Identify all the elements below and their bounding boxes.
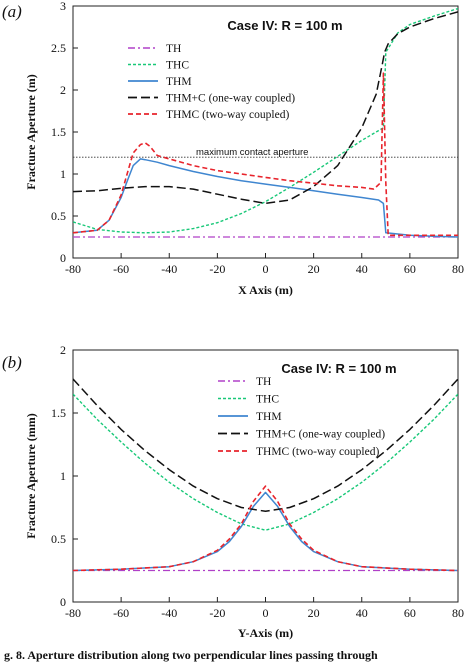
series-line-thmc [73,72,458,237]
legend-entry: THM+C (one-way coupled) [256,429,385,441]
x-tick-label: -20 [209,606,225,620]
x-axis-label: Y-Axis (m) [238,626,293,640]
figure-caption: g. 8. Aperture distribution along two pe… [4,648,378,662]
series-line-thmc [73,485,458,572]
x-tick-label: 20 [308,262,320,276]
x-tick-label: 80 [452,262,464,276]
panel-b: 0 0.5 1 1.5 2 -80 -60 -40 -20 0 20 40 60 80 Y-Axis (m)… [2,343,464,640]
legend-entry: THM [166,76,192,88]
legend-entry: THMC (two-way coupled) [256,446,379,458]
x-tick-label: -20 [209,262,225,276]
x-tick-label: -40 [161,606,177,620]
y-tick-label: 1 [60,167,66,181]
x-tick-label: 40 [356,606,368,620]
y-tick-label: 0 [60,251,66,265]
series-group [73,7,458,238]
y-tick-label: 1 [60,469,66,483]
y-tick-label: 1.5 [51,125,66,139]
x-axis-label: X Axis (m) [238,283,293,297]
y-tick-label: 2.5 [51,41,66,55]
y-axis-label: Fracture Aperture (mm) [24,413,38,539]
y-tick-label: 3 [60,0,66,13]
x-tick-label: 60 [404,262,416,276]
y-axis-label: Fracture Aperture (m) [24,74,38,190]
series-line-thm [73,158,458,238]
legend-entry: THM [256,411,282,423]
legend-entry: TH [166,43,181,55]
series-group [73,378,458,572]
legend-entry: THMC (two-way coupled) [166,109,289,121]
y-tick-label: 0.5 [51,532,66,546]
x-tick-label: 80 [452,606,464,620]
legend-entry: THC [166,60,189,72]
x-tick-label: 40 [356,262,368,276]
y-tick-label: 1.5 [51,406,66,420]
legend-entry: THC [256,394,279,406]
y-tick-label: 0 [60,595,66,609]
annotation-label: maximum contact aperture [196,147,308,158]
x-tick-label: -60 [113,606,129,620]
series-line-thm [73,491,458,572]
chart-title: Case IV: R = 100 m [227,18,342,33]
panel-label: (a) [2,2,22,21]
x-tick-label: 60 [404,606,416,620]
y-tick-label: 2 [60,343,66,357]
panel-label: (b) [2,353,22,372]
x-tick-label: 0 [263,262,269,276]
series-line-thmplusc [73,378,458,513]
y-tick-label: 0.5 [51,209,66,223]
series-line-thmplusc [73,11,458,205]
x-tick-label: 0 [263,606,269,620]
x-tick-label: -80 [65,262,81,276]
x-tick-label: -40 [161,262,177,276]
y-tick-label: 2 [60,83,66,97]
legend-entry: THM+C (one-way coupled) [166,93,295,105]
plot-frame [72,5,459,259]
x-tick-label: -60 [113,262,129,276]
panel-a: 0 0.5 1 1.5 2 2.5 3 -80 -60 -40 -20 0 20 40 60 80 X Axis… [2,0,464,297]
chart-title: Case IV: R = 100 m [281,361,396,376]
x-tick-label: -80 [65,606,81,620]
legend-entry: TH [256,376,271,388]
x-tick-label: 20 [308,606,320,620]
